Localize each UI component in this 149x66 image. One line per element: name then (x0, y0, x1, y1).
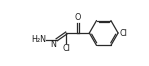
Text: N: N (50, 40, 56, 49)
Text: Cl: Cl (62, 44, 70, 53)
Text: H₂N: H₂N (31, 35, 46, 44)
Text: Cl: Cl (119, 29, 127, 37)
Text: O: O (75, 13, 81, 22)
